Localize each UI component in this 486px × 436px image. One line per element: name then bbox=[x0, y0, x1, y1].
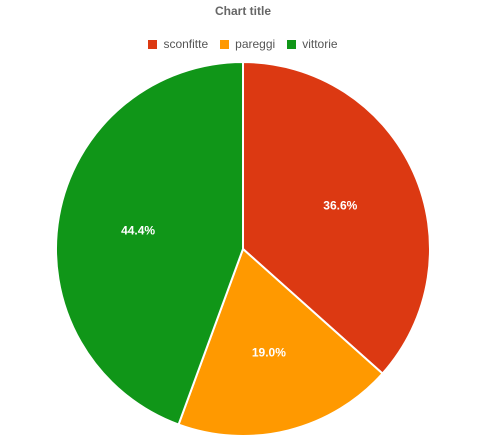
chart-title: Chart title bbox=[214, 4, 271, 18]
legend-swatch-pareggi bbox=[220, 39, 230, 49]
legend-item-pareggi[interactable]: pareggi bbox=[220, 37, 275, 51]
pie-slice-sconfitte[interactable] bbox=[242, 60, 431, 375]
legend-label-sconfitte: sconfitte bbox=[163, 37, 209, 51]
pie-slice-label-sconfitte: 36.6% bbox=[323, 198, 357, 212]
legend-label-pareggi: pareggi bbox=[235, 37, 276, 51]
legend: sconfitte pareggi vittorie bbox=[0, 37, 486, 51]
legend-swatch-sconfitte bbox=[148, 39, 158, 49]
pie-slice-label-vittorie: 44.4% bbox=[121, 223, 155, 237]
pie-slice-label-pareggi: 19.0% bbox=[252, 345, 286, 359]
pie-slice-vittorie[interactable] bbox=[55, 60, 244, 426]
pie-slice-pareggi[interactable] bbox=[177, 247, 384, 436]
legend-swatch-vittorie bbox=[287, 39, 297, 49]
legend-label-vittorie: vittorie bbox=[302, 37, 338, 51]
legend-item-sconfitte[interactable]: sconfitte bbox=[148, 37, 208, 51]
legend-item-vittorie[interactable]: vittorie bbox=[287, 37, 338, 51]
